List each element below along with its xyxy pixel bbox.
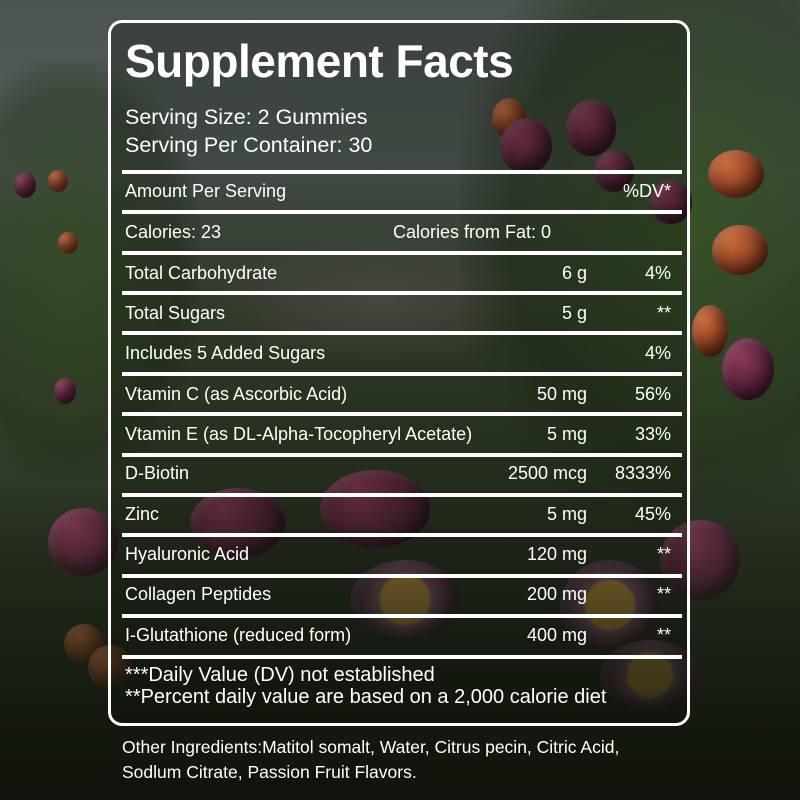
servings-per-container: Serving Per Container: 30 [125,133,373,157]
divider [122,210,682,214]
passion-fruit [708,150,764,198]
nutrient-row: Collagen Peptides 200 mg ** [125,576,671,612]
nutrient-row: Hyaluronic Acid 120 mg ** [125,536,671,572]
passion-fruit [48,170,68,192]
passion-fruit [650,180,692,224]
divider [122,533,682,537]
nutrient-dv: 33% [634,424,671,444]
other-ingredients-label: Other Ingredients: [122,737,263,757]
panel-title: Supplement Facts [125,35,514,87]
divider [122,251,682,255]
nutrient-name: Vtamin E (as DL-Alpha-Tocopheryl Acetate… [125,424,473,444]
dv-header-label: %DV* [622,181,671,201]
amount-per-serving-label: Amount Per Serving [125,181,287,201]
divider [122,372,682,376]
divider [122,453,682,457]
passion-fruit [54,378,76,404]
nutrient-dv: ** [656,544,671,564]
nutrient-name: Zinc [125,504,160,524]
nutrient-name: Total Carbohydrate [125,263,278,283]
nutrient-row: Total Carbohydrate 6 g 4% [125,255,671,291]
nutrient-row: D-Biotin 2500 mcg 8333% [125,455,671,491]
calories-label: Calories: 23 [125,222,222,242]
calories-row: Calories: 23 Calories from Fat: 0 [125,214,671,250]
divider [122,170,682,174]
nutrient-row: Vtamin C (as Ascorbic Acid) 50 mg 56% [125,376,671,412]
nutrient-dv: 4% [644,343,671,363]
nutrient-amount: 2500 mcg [507,463,587,483]
serving-size: Serving Size: 2 Gummies [125,105,368,129]
nutrient-amount: 5 g [561,303,587,323]
divider [122,291,682,295]
nutrient-dv: 45% [634,504,671,524]
nutrient-amount: 120 mg [526,544,587,564]
nutrient-amount: 400 mg [526,625,587,645]
passion-fruit [712,225,768,275]
nutrient-row: I-Glutathione (reduced form) 400 mg ** [125,617,671,653]
nutrient-amount: 6 g [561,263,587,283]
nutrient-name: Hyaluronic Acid [125,544,250,564]
supplement-facts-panel: Supplement Facts Serving Size: 2 Gummies… [108,20,690,726]
nutrient-name: Includes 5 Added Sugars [125,343,326,363]
passion-fruit [692,305,728,357]
passion-fruit [500,118,552,174]
passion-fruit [58,232,78,254]
nutrient-name: I-Glutathione (reduced form) [125,625,352,645]
passion-fruit [722,338,774,400]
nutrient-dv: 8333% [614,463,671,483]
other-ingredients: Other Ingredients:Matitol somalt, Water,… [122,735,682,785]
nutrient-amount: 5 mg [546,424,587,444]
nutrient-name: Vtamin C (as Ascorbic Acid) [125,384,348,404]
footnote-calorie-diet: **Percent daily value are based on a 2,0… [125,686,607,708]
calories-from-fat-label: Calories from Fat: 0 [393,222,552,242]
nutrient-dv: 4% [644,263,671,283]
nutrient-row: Zinc 5 mg 45% [125,496,671,532]
footnote-dv-not-established: ***Daily Value (DV) not established [125,664,435,686]
nutrient-row: Total Sugars 5 g ** [125,295,671,331]
divider [122,655,682,659]
divider [122,493,682,497]
other-ingredients-text: Matitol somalt, Water, Citrus pecin, Cit… [122,737,620,782]
passion-fruit [14,172,36,198]
nutrient-dv: ** [656,303,671,323]
nutrient-name: Total Sugars [125,303,226,323]
passion-fruit [566,100,616,156]
divider [122,614,682,618]
nutrient-row: Includes 5 Added Sugars 4% [125,335,671,371]
amount-header-row: Amount Per Serving %DV* [125,173,671,209]
nutrient-name: Collagen Peptides [125,584,272,604]
nutrient-amount: 200 mg [526,584,587,604]
nutrient-dv: 56% [634,384,671,404]
nutrient-amount: 5 mg [546,504,587,524]
divider [122,574,682,578]
nutrient-dv: ** [656,584,671,604]
nutrient-dv: ** [656,625,671,645]
nutrient-name: D-Biotin [125,463,190,483]
divider [122,331,682,335]
nutrient-amount: 50 mg [536,384,587,404]
background-tree-left [0,60,200,480]
divider [122,412,682,416]
nutrient-row: Vtamin E (as DL-Alpha-Tocopheryl Acetate… [125,416,671,452]
